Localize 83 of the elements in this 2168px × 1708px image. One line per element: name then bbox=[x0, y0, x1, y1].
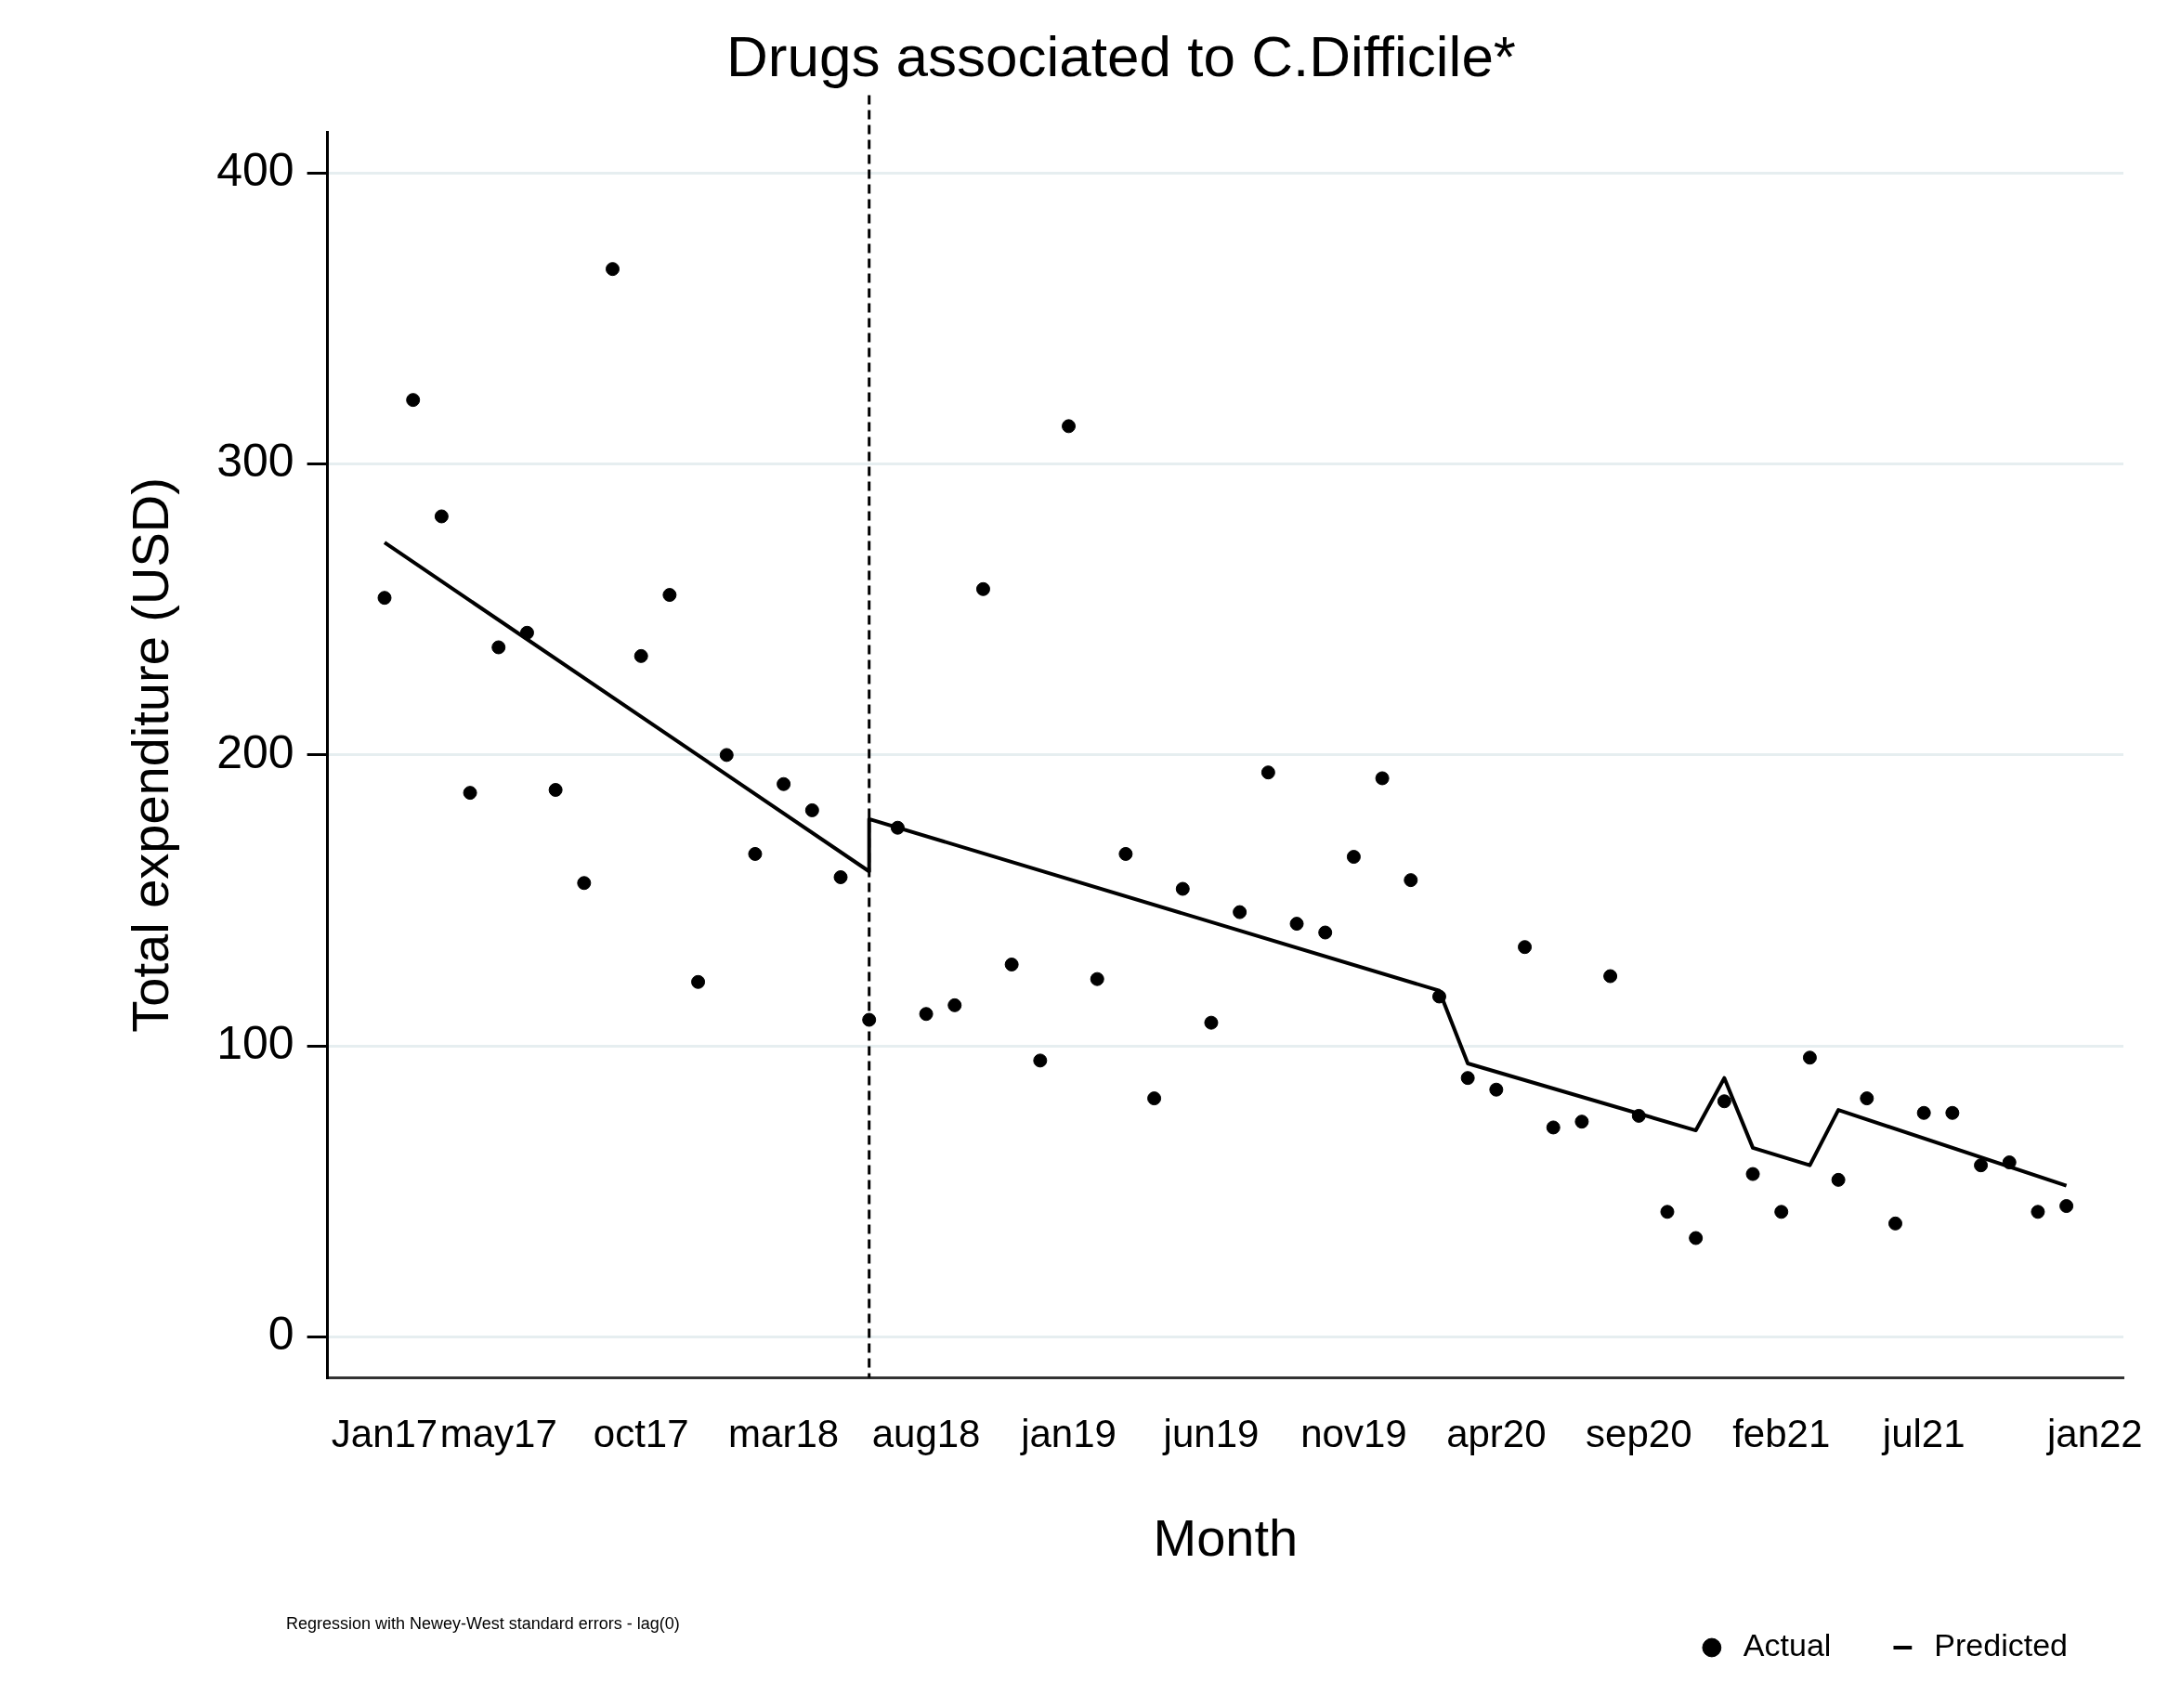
point bbox=[1318, 925, 1333, 940]
x-tick-label: may17 bbox=[439, 1412, 557, 1456]
x-tick-label: mar18 bbox=[728, 1412, 840, 1456]
point bbox=[1175, 881, 1190, 896]
x-tick-label: Jan17 bbox=[331, 1412, 438, 1456]
point bbox=[1260, 765, 1275, 780]
point bbox=[1404, 873, 1418, 888]
point bbox=[1831, 1172, 1846, 1187]
point bbox=[2031, 1205, 2045, 1219]
legend-label: Actual bbox=[1743, 1627, 1832, 1663]
y-tick-label: 200 bbox=[216, 725, 294, 778]
point bbox=[662, 588, 677, 603]
point bbox=[1118, 846, 1133, 861]
y-tick-label: 400 bbox=[216, 144, 294, 197]
point bbox=[1887, 1216, 1902, 1231]
point bbox=[719, 748, 734, 763]
point bbox=[1004, 957, 1019, 971]
point bbox=[548, 783, 563, 797]
x-tick-label: jul21 bbox=[1880, 1412, 1966, 1456]
point bbox=[1546, 1120, 1561, 1135]
x-tick-label: jun19 bbox=[1161, 1412, 1260, 1456]
point bbox=[1033, 1053, 1048, 1068]
point bbox=[1916, 1105, 1931, 1120]
point bbox=[491, 640, 506, 655]
text: Regression with Newey-West standard errors - lag(0) bbox=[286, 1613, 680, 1633]
point bbox=[1660, 1205, 1675, 1219]
point bbox=[804, 802, 819, 817]
point bbox=[434, 509, 449, 524]
point bbox=[1289, 917, 1304, 932]
point bbox=[1204, 1015, 1219, 1030]
y-axis-title: Total expenditure (USD) bbox=[121, 477, 180, 1033]
point bbox=[1346, 850, 1361, 865]
point bbox=[577, 876, 592, 891]
point bbox=[833, 869, 848, 884]
point bbox=[1518, 940, 1533, 955]
point bbox=[691, 974, 706, 989]
x-tick-label: oct17 bbox=[593, 1412, 689, 1456]
x-tick-label: apr20 bbox=[1446, 1412, 1547, 1456]
x-axis-title: Month bbox=[1153, 1507, 1299, 1567]
point bbox=[975, 581, 990, 596]
point bbox=[463, 786, 477, 801]
y-tick-label: 100 bbox=[216, 1017, 294, 1069]
point bbox=[748, 846, 763, 861]
point bbox=[1375, 771, 1390, 786]
point bbox=[947, 997, 962, 1012]
point bbox=[1974, 1158, 1989, 1173]
point bbox=[777, 776, 791, 791]
y-tick-label: 300 bbox=[216, 435, 294, 488]
point bbox=[2002, 1155, 2017, 1170]
point bbox=[1689, 1231, 1704, 1245]
point bbox=[606, 262, 620, 277]
point bbox=[1631, 1108, 1646, 1123]
point bbox=[1802, 1050, 1817, 1065]
x-tick-label: sep20 bbox=[1586, 1412, 1692, 1456]
point bbox=[1233, 905, 1247, 919]
point bbox=[519, 625, 534, 640]
point bbox=[1945, 1105, 1960, 1120]
legend-label: Predicted bbox=[1934, 1627, 2068, 1663]
point bbox=[919, 1007, 934, 1022]
x-tick-label: aug18 bbox=[871, 1412, 981, 1456]
point bbox=[1431, 989, 1446, 1004]
point bbox=[406, 393, 421, 408]
point bbox=[1147, 1091, 1162, 1106]
x-tick-label: nov19 bbox=[1300, 1412, 1407, 1456]
point bbox=[2059, 1199, 2074, 1214]
point bbox=[633, 648, 648, 663]
point bbox=[1717, 1094, 1731, 1109]
chart-title: Drugs associated to C.Difficile* bbox=[726, 24, 1516, 89]
point bbox=[1603, 969, 1618, 984]
point bbox=[1062, 419, 1077, 434]
point bbox=[890, 820, 905, 835]
y-tick-label: 0 bbox=[268, 1308, 294, 1361]
point bbox=[1774, 1205, 1789, 1219]
x-tick-label: jan19 bbox=[1019, 1412, 1117, 1456]
point bbox=[1860, 1091, 1874, 1106]
point bbox=[1489, 1082, 1504, 1097]
point bbox=[1745, 1167, 1760, 1181]
point bbox=[377, 591, 392, 606]
point bbox=[1574, 1115, 1589, 1129]
x-tick-label: jan22 bbox=[2044, 1412, 2143, 1456]
point bbox=[1460, 1071, 1475, 1086]
point bbox=[1090, 971, 1104, 986]
x-tick-label: feb21 bbox=[1732, 1412, 1831, 1456]
